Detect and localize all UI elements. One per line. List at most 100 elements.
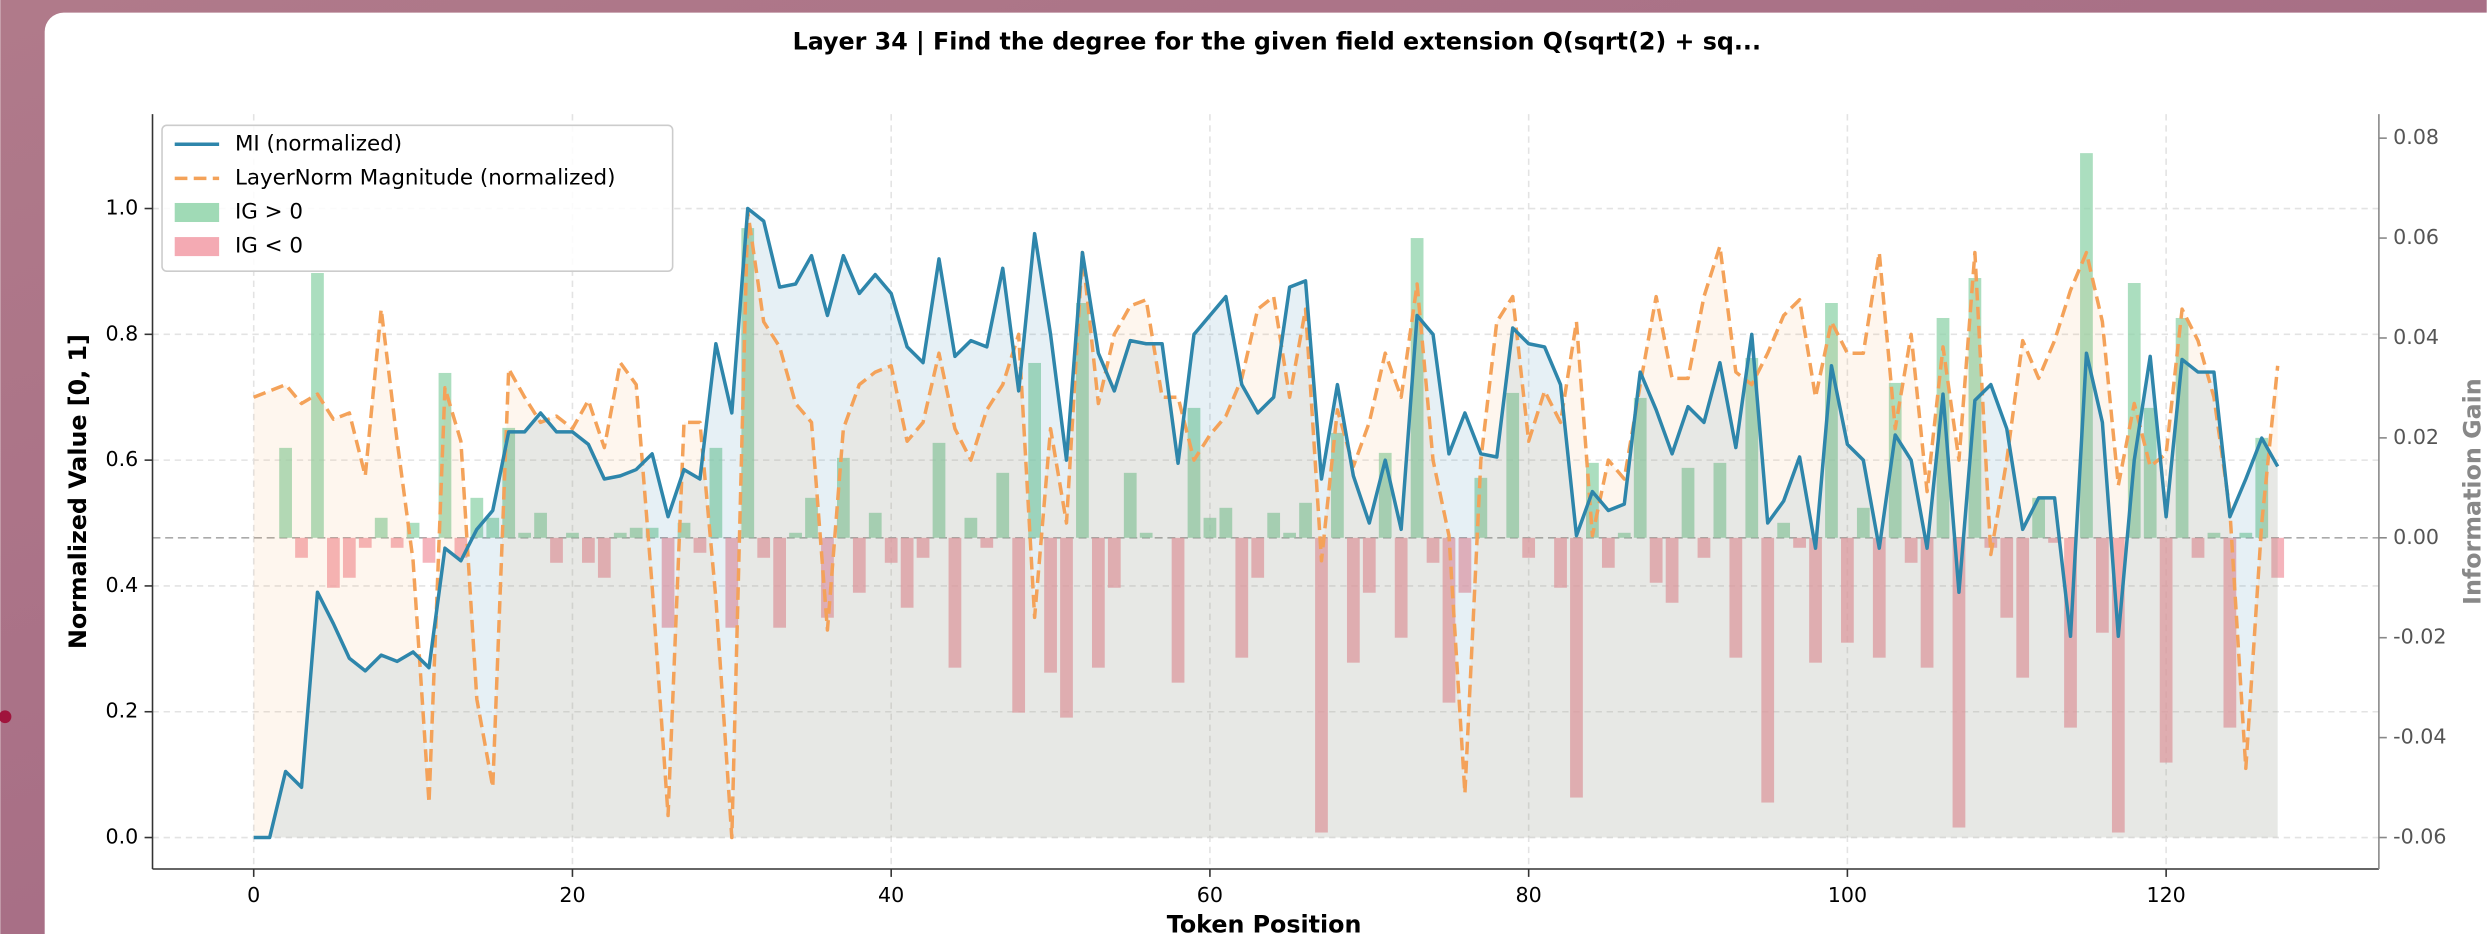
ig-bar xyxy=(597,537,611,578)
ig-bar xyxy=(900,537,914,608)
ig-bar xyxy=(1346,537,1360,663)
ig-bar xyxy=(2048,537,2061,543)
ig-bar xyxy=(390,537,404,548)
ig-bar xyxy=(342,537,356,578)
ig-bar xyxy=(884,537,898,563)
plot-area: 0 20 40 60 80 100 120 0.0 0.2 0.4 0.6 0.8 1.0 -0.06 -0… xyxy=(105,114,2446,907)
x-tick-label: 100 xyxy=(1828,883,1867,907)
chart-title: Layer 34 | Find the degree for the given… xyxy=(793,27,1761,55)
ig-bar xyxy=(2175,317,2189,538)
ig-bar xyxy=(1713,462,1727,538)
x-axis-label: Token Position xyxy=(1167,911,1362,934)
ig-bar xyxy=(1123,472,1137,538)
ig-bar xyxy=(1060,537,1073,718)
ig-bar xyxy=(1331,432,1344,538)
ig-bar xyxy=(1076,303,1089,538)
ig-bar xyxy=(358,537,372,548)
ig-bar xyxy=(486,517,500,538)
ig-bar xyxy=(964,517,978,538)
legend-label: MI (normalized) xyxy=(235,131,402,156)
ig-bar xyxy=(629,527,643,538)
ig-bar xyxy=(438,372,452,538)
ig-bar xyxy=(566,532,579,538)
ig-bar xyxy=(709,447,723,538)
ig-bar xyxy=(1793,537,1806,548)
y-tick-label: 0.4 xyxy=(105,573,138,597)
y2-tick-label: 0.06 xyxy=(2393,225,2439,249)
ig-bar xyxy=(422,537,436,563)
x-tick-label: 40 xyxy=(878,883,904,907)
ig-bar xyxy=(1107,537,1121,588)
ig-bar xyxy=(773,537,787,628)
ig-bar xyxy=(534,512,547,538)
ig-bar xyxy=(645,527,659,538)
ig-bar xyxy=(1362,537,1376,593)
ig-bar xyxy=(1426,537,1440,563)
x-tick-label: 60 xyxy=(1197,883,1223,907)
ig-bar xyxy=(1139,532,1153,538)
legend-label: IG < 0 xyxy=(235,234,303,259)
ig-bar xyxy=(1729,537,1743,658)
ig-bar xyxy=(311,273,324,538)
ig-bar xyxy=(1522,537,1536,558)
y2-tick-label: -0.06 xyxy=(2393,825,2446,849)
ig-bar xyxy=(1187,407,1201,538)
y-tick-label: 0.0 xyxy=(105,825,138,849)
ig-bar xyxy=(693,537,707,553)
ig-bar xyxy=(1394,537,1408,638)
x-tick-label: 120 xyxy=(2146,883,2185,907)
ig-bar xyxy=(1012,537,1026,713)
ig-bar xyxy=(2207,532,2221,538)
area-fill xyxy=(253,208,2278,838)
x-tick-label: 0 xyxy=(247,883,260,907)
ig-bar xyxy=(916,537,930,558)
ig-bar xyxy=(1299,502,1312,538)
ig-bar xyxy=(295,537,308,558)
ig-bar xyxy=(2096,537,2109,633)
ig-bar xyxy=(1601,537,1615,568)
legend-label: LayerNorm Magnitude (normalized) xyxy=(235,165,615,190)
legend-box xyxy=(161,124,674,272)
ig-bar xyxy=(2143,407,2157,538)
ig-bar xyxy=(996,472,1010,538)
ig-bar xyxy=(1681,467,1695,538)
ig-bar xyxy=(1617,532,1631,538)
ig-bar xyxy=(2191,537,2205,558)
ig-bar xyxy=(805,497,818,538)
ig-bar xyxy=(1825,303,1838,538)
ig-bar xyxy=(1872,537,1886,658)
y2-tick-label: 0.04 xyxy=(2393,325,2439,349)
y2-tick-label: 0.02 xyxy=(2393,425,2439,449)
ig-bar xyxy=(550,537,563,563)
ig-bar xyxy=(1315,537,1328,833)
ig-bar xyxy=(1745,357,1759,538)
x-tick-label: 20 xyxy=(559,883,585,907)
ig-bar xyxy=(374,517,388,538)
ig-bar xyxy=(1283,532,1296,538)
ig-bar xyxy=(1809,537,1822,663)
ig-bar xyxy=(1665,537,1679,603)
y2-tick-label: 0.08 xyxy=(2393,125,2439,149)
ig-bar xyxy=(582,537,595,563)
ig-bar xyxy=(1952,537,1966,828)
ig-bar xyxy=(1028,362,1041,538)
ig-bar xyxy=(1171,537,1185,683)
ig-bar xyxy=(2000,537,2014,618)
ig-bar xyxy=(1920,537,1934,668)
ig-bar xyxy=(1761,537,1775,803)
ig-bar xyxy=(1458,537,1472,593)
ig-bar xyxy=(2080,153,2093,538)
ig-bar xyxy=(2255,437,2269,538)
ig-bar xyxy=(279,447,292,538)
ig-bar xyxy=(1649,537,1663,583)
ig-bar xyxy=(725,537,739,628)
ig-bar xyxy=(1219,507,1233,538)
ig-bar xyxy=(518,532,532,538)
series-line xyxy=(253,209,2280,840)
y-tick-label: 0.8 xyxy=(105,321,138,345)
ig-bar xyxy=(1235,537,1249,658)
ig-bar xyxy=(1506,392,1520,538)
ig-bar xyxy=(1856,507,1870,538)
